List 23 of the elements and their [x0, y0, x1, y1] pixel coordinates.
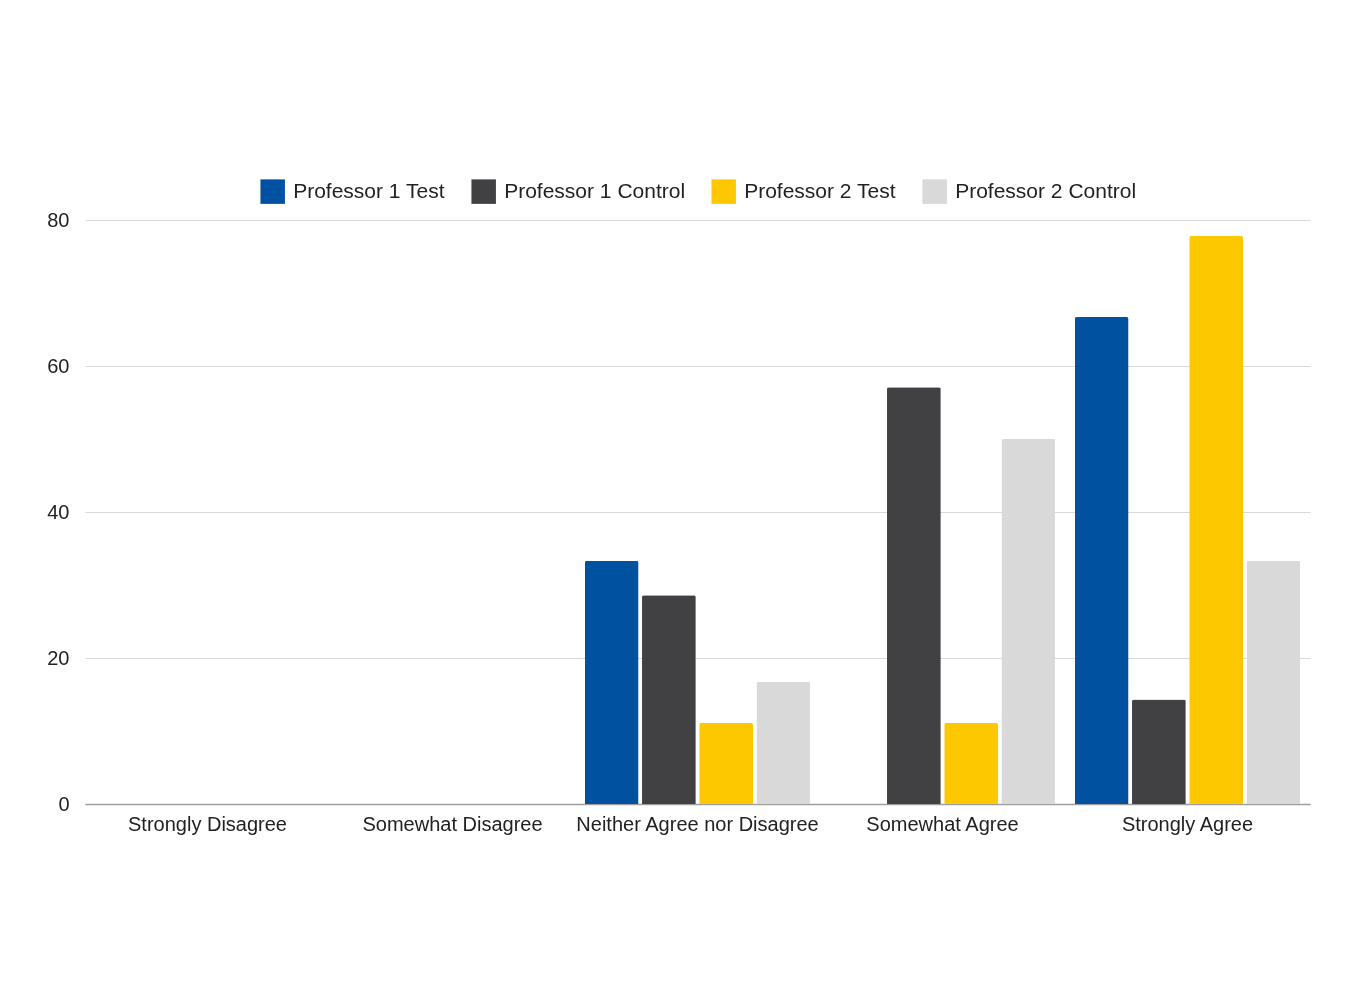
x-tick-label: Strongly Disagree — [128, 812, 287, 835]
bar — [699, 722, 753, 804]
legend-label: Professor 2 Control — [955, 178, 1137, 202]
y-tick-label: 80 — [47, 208, 70, 231]
y-tick-label: 20 — [47, 646, 70, 669]
legend-label: Professor 2 Test — [744, 178, 896, 202]
bar — [944, 722, 998, 804]
x-tick-label: Somewhat Agree — [866, 812, 1019, 835]
bar — [1132, 699, 1186, 804]
legend-label: Professor 1 Test — [293, 178, 445, 202]
bar — [756, 682, 811, 804]
x-tick-label: Somewhat Disagree — [362, 812, 543, 835]
bar — [1189, 236, 1243, 804]
legend-label: Professor 1 Control — [504, 178, 686, 202]
y-tick-label: 0 — [58, 792, 70, 815]
bar — [1074, 317, 1129, 804]
bar — [584, 560, 639, 804]
bar — [642, 595, 696, 804]
x-tick-label: Neither Agree nor Disagree — [576, 812, 819, 835]
bar — [887, 387, 941, 804]
y-tick-label: 60 — [47, 354, 70, 377]
x-tick-label: Strongly Agree — [1121, 812, 1254, 835]
y-tick-label: 40 — [47, 500, 70, 523]
